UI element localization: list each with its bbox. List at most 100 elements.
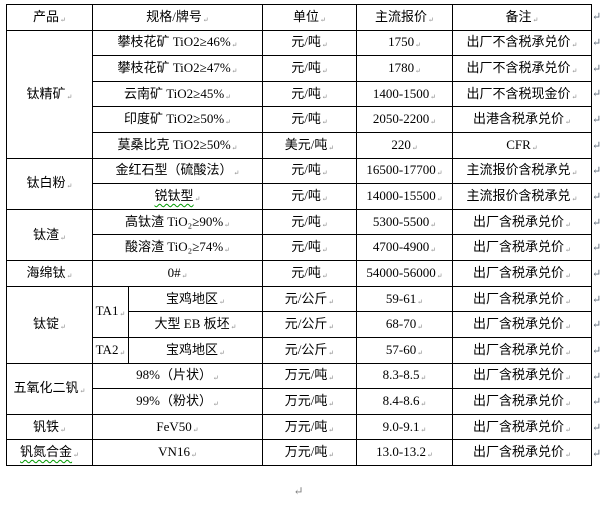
price-cell[interactable]: 4700-4900↵ [356,234,453,262]
spec-cell[interactable]: 宝鸡地区↵ [128,336,263,364]
paragraph-mark-icon: ↵ [321,41,328,50]
unit-cell[interactable]: 万元/吨↵ [262,439,357,466]
paragraph-mark-icon: ↵ [565,374,571,383]
price-cell[interactable]: 9.0-9.1↵ [356,413,453,441]
price-cell[interactable]: 54000-56000↵ [356,260,453,287]
paragraph-mark-icon: ↵ [436,169,443,178]
product-cell[interactable]: 钛锭↵ [6,285,93,364]
note-cell[interactable]: 出厂含税承兑价↵ [452,388,592,415]
spec-cell[interactable]: 锐钛型↵ [92,183,263,210]
note-cell[interactable]: 出厂含税承兑价↵ [452,311,592,338]
spec-cell[interactable]: VN16↵ [92,439,263,466]
paragraph-mark-icon: ↵ [571,169,578,178]
note-cell[interactable]: 出厂含税承兑价↵ [452,285,592,313]
product-cell[interactable]: 钛精矿↵ [6,29,93,159]
price-cell[interactable]: 1400-1500↵ [356,80,453,108]
spec-cell[interactable]: 大型 EB 板坯↵ [128,311,263,338]
price-cell[interactable]: 16500-17700↵ [356,157,453,185]
unit-cell[interactable]: 元/吨↵ [262,260,357,287]
spec-cell[interactable]: 金红石型（硫酸法）↵ [92,157,263,185]
unit-cell[interactable]: 万元/吨↵ [262,388,357,415]
price-cell[interactable]: 220↵ [356,132,453,159]
product-cell[interactable]: 五氧化二钒↵ [6,362,93,415]
unit-cell[interactable]: 元/吨↵ [262,80,357,108]
price-cell[interactable]: 5300-5500↵ [356,208,453,236]
note-cell[interactable]: 出厂含税承兑价↵ [452,336,592,364]
note-cell[interactable]: 出厂含税承兑价↵ [452,362,592,390]
paragraph-mark-icon: ↵ [565,220,571,229]
row-end-mark-icon: ↵ [592,114,600,127]
unit-cell[interactable]: 美元/吨↵ [262,132,357,159]
spec-cell[interactable]: 99%（粉状）↵ [92,388,263,415]
paragraph-mark-icon: ↵ [66,271,73,280]
note-cell[interactable]: 出厂含税承兑价↵ [452,234,592,262]
table-row: 99%（粉状）↵ 万元/吨↵ 8.4-8.6↵ 出厂含税承兑价↵ [7,388,592,415]
paragraph-mark-icon: ↵ [231,41,238,50]
price-cell[interactable]: 1780↵ [356,55,453,82]
unit-cell[interactable]: 元/吨↵ [262,55,357,82]
unit-cell[interactable]: 万元/吨↵ [262,413,357,441]
unit-cell[interactable]: 元/吨↵ [262,208,357,236]
spec-cell[interactable]: 莫桑比克 TiO2≥50%↵ [92,132,263,159]
spec-cell[interactable]: 印度矿 TiO2≥50%↵ [92,106,263,134]
unit-cell[interactable]: 元/公斤↵ [262,336,357,364]
table-row: TA2↵ 宝鸡地区↵ 元/公斤↵ 57-60↵ 出厂含税承兑价↵ [7,336,592,364]
spec-cell[interactable]: 云南矿 TiO2≥45%↵ [92,80,263,108]
unit-cell[interactable]: 万元/吨↵ [262,362,357,390]
header-note[interactable]: 备注↵ [452,4,592,31]
spec-label: 大型 EB 板坯 [154,316,230,332]
product-cell[interactable]: 钛渣↵ [6,208,93,262]
product-cell[interactable]: 海绵钛↵ [6,260,93,287]
price-cell[interactable]: 2050-2200↵ [356,106,453,134]
spec-cell[interactable]: FeV50↵ [92,413,263,441]
price-cell[interactable]: 8.4-8.6↵ [356,388,453,415]
note-cell[interactable]: 出厂不含税承兑价↵ [452,55,592,82]
note-cell[interactable]: 出厂含税承兑价↵ [452,439,592,466]
spec-cell[interactable]: 98%（片状）↵ [92,362,263,390]
price-cell[interactable]: 59-61↵ [356,285,453,313]
note-cell[interactable]: 出厂含税承兑价↵ [452,208,592,236]
unit-cell[interactable]: 元/吨↵ [262,106,357,134]
note-cell[interactable]: 出厂不含税现金价↵ [452,80,592,108]
spec-cell[interactable]: 酸溶渣 TiO₂≥74%↵ [92,234,263,262]
price-cell[interactable]: 13.0-13.2↵ [356,439,453,466]
spec-cell[interactable]: 攀枝花矿 TiO2≥46%↵ [92,29,263,57]
unit-cell[interactable]: 元/公斤↵ [262,311,357,338]
note-cell[interactable]: 主流报价含税承兑↵ [452,183,592,210]
spec-cell[interactable]: 0#↵ [92,260,263,287]
header-unit[interactable]: 单位↵ [262,4,357,31]
paragraph-mark-icon: ↵ [119,310,126,319]
unit-cell[interactable]: 元/吨↵ [262,29,357,57]
unit-cell[interactable]: 元/吨↵ [262,157,357,185]
product-cell[interactable]: 钒铁↵ [6,413,93,441]
spec-cell[interactable]: 高钛渣 TiO₂≥90%↵ [92,208,263,236]
spec-cell[interactable]: 宝鸡地区↵ [128,285,263,313]
header-spec[interactable]: 规格/牌号↵ [92,4,263,31]
header-price[interactable]: 主流报价↵ [356,4,453,31]
paragraph-mark-icon: ↵ [571,41,578,50]
product-cell[interactable]: 钒氮合金↵ [6,439,93,466]
price-cell[interactable]: 8.3-8.5↵ [356,362,453,390]
product-cell[interactable]: 钛白粉↵ [6,157,93,210]
unit-cell[interactable]: 元/吨↵ [262,183,357,210]
price-cell[interactable]: 68-70↵ [356,311,453,338]
note-cell[interactable]: CFR↵ [452,132,592,159]
unit-cell[interactable]: 元/吨↵ [262,234,357,262]
spec-cell[interactable]: 攀枝花矿 TiO2≥47%↵ [92,55,263,82]
unit-label: 元/吨 [291,213,321,229]
note-cell[interactable]: 出港含税承兑价↵ [452,106,592,134]
unit-cell[interactable]: 元/公斤↵ [262,285,357,313]
note-cell[interactable]: 出厂不含税承兑价↵ [452,29,592,57]
header-product[interactable]: 产品↵ [6,4,93,31]
note-cell[interactable]: 主流报价含税承兑↵ [452,157,592,185]
price-cell[interactable]: 57-60↵ [356,336,453,364]
grade-cell[interactable]: TA2↵ [92,336,129,364]
price-cell[interactable]: 14000-15500↵ [356,183,453,210]
note-cell[interactable]: 出厂含税承兑价↵ [452,260,592,287]
note-label: 出厂不含税承兑价 [466,34,571,50]
grade-cell[interactable]: TA1↵ [92,285,129,338]
price-cell[interactable]: 1750↵ [356,29,453,57]
note-cell[interactable]: 出厂含税承兑价↵ [452,413,592,441]
spec-label: FeV50 [156,418,192,434]
